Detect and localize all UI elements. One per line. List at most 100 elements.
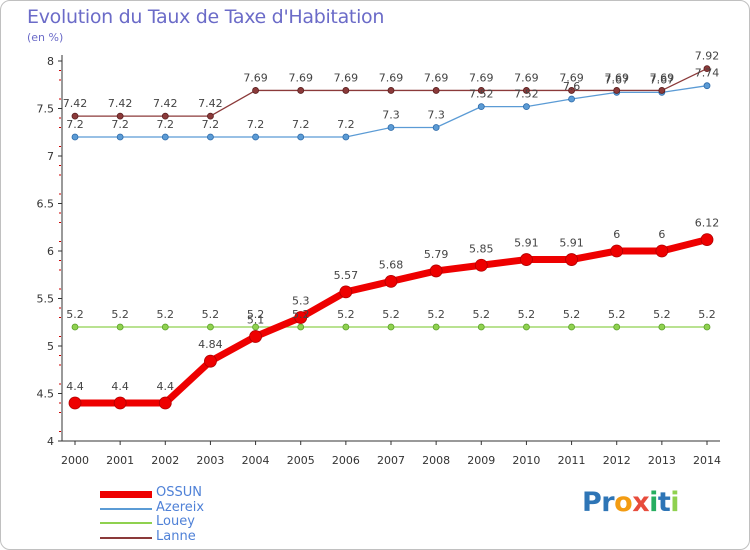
data-point-lanne bbox=[477, 87, 485, 94]
data-label-lanne: 7.42 bbox=[198, 97, 223, 110]
data-label-lanne: 7.69 bbox=[650, 71, 675, 84]
data-label-lanne: 7.69 bbox=[379, 71, 404, 84]
data-label-azereix: 7.2 bbox=[66, 118, 84, 131]
data-label-louey: 5.2 bbox=[111, 308, 129, 321]
data-point-lanne bbox=[568, 87, 575, 94]
x-tick-label: 2007 bbox=[377, 454, 405, 467]
x-tick-label: 2000 bbox=[61, 454, 89, 467]
data-point-louey bbox=[658, 323, 666, 331]
data-point-ossun bbox=[610, 244, 624, 258]
data-label-louey: 5.2 bbox=[292, 308, 310, 321]
legend-swatch bbox=[100, 537, 152, 539]
data-point-louey bbox=[477, 323, 485, 331]
x-tick-label: 2001 bbox=[106, 454, 134, 467]
data-label-louey: 5.2 bbox=[382, 308, 400, 321]
data-point-ossun bbox=[700, 233, 714, 247]
x-tick-label: 2003 bbox=[196, 454, 224, 467]
data-point-louey bbox=[568, 323, 575, 331]
chart-subtitle: (en %) bbox=[27, 31, 64, 44]
data-label-lanne: 7.42 bbox=[63, 97, 88, 110]
data-point-ossun bbox=[339, 285, 353, 299]
data-point-ossun bbox=[113, 396, 127, 410]
data-label-ossun: 4.4 bbox=[157, 380, 175, 393]
data-point-lanne bbox=[116, 112, 124, 120]
data-label-azereix: 7.2 bbox=[337, 118, 355, 131]
data-label-ossun: 5.3 bbox=[292, 295, 310, 308]
data-point-louey bbox=[387, 323, 395, 331]
data-point-azereix bbox=[207, 133, 214, 141]
logo-letter: i bbox=[670, 487, 680, 518]
data-point-louey bbox=[252, 323, 259, 331]
data-label-lanne: 7.69 bbox=[288, 71, 313, 84]
logo-letter: i bbox=[649, 487, 658, 518]
data-label-lanne: 7.69 bbox=[604, 71, 629, 84]
data-point-louey bbox=[116, 323, 124, 331]
data-point-ossun bbox=[655, 244, 669, 258]
chart-title: Evolution du Taux de Taxe d'Habitation bbox=[27, 6, 385, 28]
legend-item-lanne: Lanne bbox=[100, 529, 260, 545]
x-tick-label: 2014 bbox=[693, 454, 721, 467]
data-point-ossun bbox=[474, 258, 488, 272]
legend-swatch bbox=[100, 490, 152, 498]
data-label-louey: 5.2 bbox=[427, 308, 445, 321]
data-point-lanne bbox=[252, 87, 259, 94]
x-tick-label: 2004 bbox=[242, 454, 270, 467]
data-label-louey: 5.2 bbox=[337, 308, 355, 321]
data-label-lanne: 7.69 bbox=[514, 71, 539, 84]
data-label-louey: 5.2 bbox=[157, 308, 175, 321]
y-tick-label: 8 bbox=[47, 55, 54, 68]
legend-label: OSSUN bbox=[156, 485, 202, 500]
data-label-azereix: 7.2 bbox=[202, 118, 220, 131]
data-point-lanne bbox=[703, 65, 711, 72]
data-label-lanne: 7.69 bbox=[334, 71, 359, 84]
x-tick-label: 2008 bbox=[422, 454, 450, 467]
legend-label: Lanne bbox=[156, 529, 196, 544]
data-point-louey bbox=[71, 323, 79, 331]
legend-label: Louey bbox=[156, 514, 195, 529]
legend-swatch bbox=[100, 522, 152, 524]
data-point-lanne bbox=[387, 87, 395, 94]
data-label-azereix: 7.2 bbox=[111, 118, 129, 131]
data-point-ossun bbox=[520, 253, 533, 266]
data-point-lanne bbox=[342, 87, 350, 94]
data-point-ossun bbox=[68, 396, 82, 410]
logo-letter: r bbox=[601, 487, 615, 518]
data-label-azereix: 7.2 bbox=[247, 118, 265, 131]
data-label-ossun: 5.68 bbox=[379, 258, 404, 271]
data-label-louey: 5.2 bbox=[698, 308, 716, 321]
legend-item-ossun: OSSUN bbox=[100, 485, 260, 501]
data-label-lanne: 7.92 bbox=[695, 50, 720, 63]
data-point-lanne bbox=[161, 112, 169, 120]
data-label-azereix: 7.67 bbox=[650, 73, 675, 86]
data-point-azereix bbox=[252, 133, 259, 141]
x-tick-label: 2013 bbox=[648, 454, 676, 467]
data-label-azereix: 7.2 bbox=[157, 118, 175, 131]
y-tick-label: 4 bbox=[47, 435, 54, 448]
data-point-louey bbox=[432, 323, 440, 331]
data-label-louey: 5.2 bbox=[653, 308, 671, 321]
x-tick-label: 2011 bbox=[558, 454, 586, 467]
y-tick-label: 6 bbox=[47, 245, 54, 258]
data-point-louey bbox=[523, 323, 530, 331]
data-point-lanne bbox=[207, 112, 214, 120]
y-tick-label: 5 bbox=[47, 340, 54, 353]
data-point-azereix bbox=[71, 133, 79, 141]
data-label-louey: 5.2 bbox=[66, 308, 84, 321]
data-point-ossun bbox=[158, 396, 172, 410]
x-tick-label: 2009 bbox=[467, 454, 495, 467]
data-label-louey: 5.2 bbox=[247, 308, 265, 321]
data-label-azereix: 7.67 bbox=[604, 73, 629, 86]
data-label-azereix: 7.2 bbox=[292, 118, 310, 131]
logo-letter: x bbox=[632, 487, 650, 518]
legend-item-louey: Louey bbox=[100, 514, 260, 530]
data-label-louey: 5.2 bbox=[473, 308, 491, 321]
data-label-ossun: 6 bbox=[658, 228, 665, 241]
legend-item-azereix: Azereix bbox=[100, 500, 260, 516]
data-point-lanne bbox=[297, 87, 305, 94]
y-tick-label: 7 bbox=[47, 150, 54, 163]
data-point-louey bbox=[342, 323, 350, 331]
data-label-azereix: 7.3 bbox=[427, 109, 445, 122]
data-point-ossun bbox=[249, 330, 262, 343]
data-point-lanne bbox=[432, 87, 440, 94]
